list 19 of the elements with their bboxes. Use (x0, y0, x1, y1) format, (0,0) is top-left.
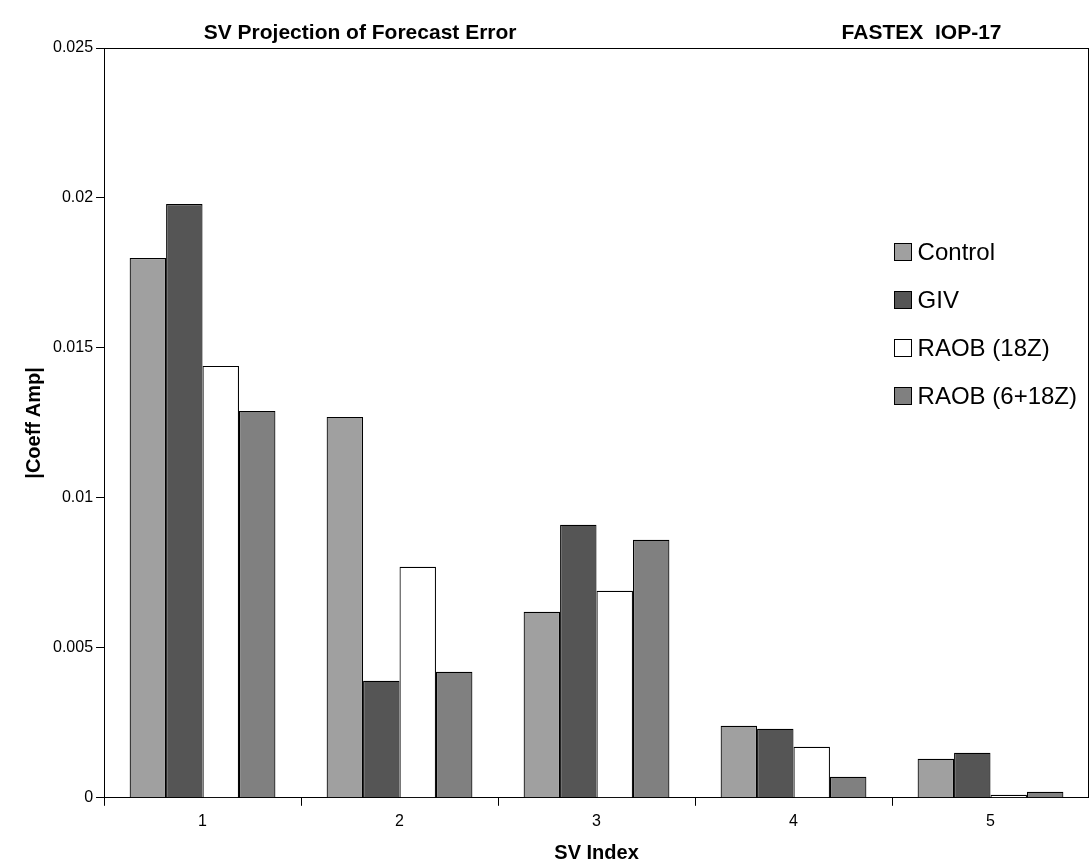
chart-subtitle: FASTEX IOP-17 (841, 20, 1002, 44)
x-tick-label: 5 (986, 811, 996, 829)
y-tick-label: 0.005 (52, 638, 94, 656)
y-tick-label: 0.015 (52, 338, 94, 356)
y-tick-label: 0.02 (61, 188, 94, 206)
x-axis-title: SV Index (554, 840, 639, 863)
x-tick-label: 4 (789, 811, 799, 829)
legend-label: RAOB (6+18Z) (917, 381, 1077, 411)
x-tick-label: 3 (592, 811, 602, 829)
x-tick-label: 2 (395, 811, 405, 829)
legend-label: GIV (917, 285, 959, 315)
y-tick-label: 0 (84, 788, 94, 806)
y-tick-label: 0.025 (52, 38, 94, 56)
y-axis-title: |Coeff Amp| (21, 367, 44, 479)
chart-title: SV Projection of Forecast Error (203, 20, 517, 44)
x-tick-label: 1 (198, 811, 208, 829)
legend-label: RAOB (18Z) (917, 333, 1050, 363)
legend-label: Control (917, 237, 995, 267)
y-tick-label: 0.01 (61, 488, 94, 506)
